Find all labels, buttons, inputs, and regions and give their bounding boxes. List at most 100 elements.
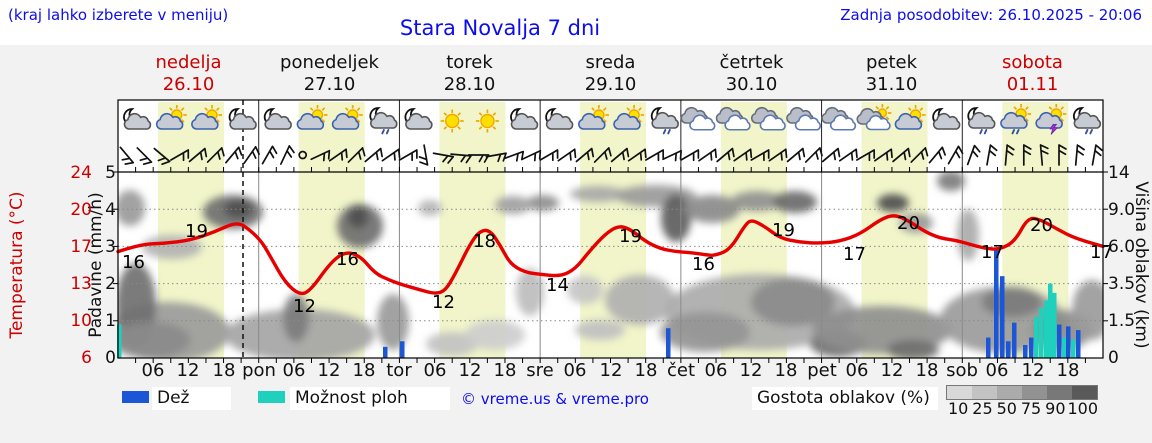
hour-tick-label: 18: [212, 360, 236, 381]
hour-tick-label: 12: [176, 360, 200, 381]
weather-icon-moon-cloud: [263, 108, 292, 130]
daytime-band: [439, 102, 506, 358]
day-header-name: petek: [865, 52, 918, 73]
density-step: [1047, 386, 1072, 399]
hour-tick-label: 12: [739, 360, 763, 381]
weather-icon-clouds: [821, 106, 857, 131]
density-step: [1022, 386, 1047, 399]
density-step: [997, 386, 1022, 399]
day-header-date: 29.10: [584, 74, 637, 95]
cloud-height-tick-label: 0: [1108, 348, 1119, 368]
cloud-height-tick-label: 6.0: [1108, 237, 1136, 257]
hour-tick-label: 12: [1021, 360, 1045, 381]
weather-icon-clouds: [750, 106, 786, 131]
temperature-value-label: 17: [843, 244, 866, 265]
hour-tick-label: 12: [599, 360, 623, 381]
hour-tick-label: 06: [845, 360, 869, 381]
menu-hint-text: (kraj lahko izberete v meniju): [8, 6, 229, 24]
temperature-curve: [116, 214, 1105, 296]
density-tick-label: 10: [947, 399, 969, 418]
temp-tick-label: 6: [81, 348, 92, 368]
day-header-name: nedelja: [155, 52, 222, 73]
day-header-name: torek: [446, 52, 493, 73]
density-step: [1072, 386, 1097, 399]
temperature-value-label: 16: [692, 254, 715, 275]
weather-icon-sun-cloud-storm: [1035, 104, 1067, 135]
weather-icon-moon-cloud: [545, 108, 574, 130]
precip-tick-label: 0: [105, 348, 116, 368]
day-header-date: 31.10: [865, 74, 918, 95]
weather-icon-sun-cloud: [578, 105, 609, 130]
precip-tick-label: 3: [105, 237, 116, 257]
temperature-axis-title: Temperatura (°C): [7, 191, 27, 339]
density-tick-label: 75: [1020, 399, 1042, 418]
weather-icon-moon-cloud: [123, 108, 152, 130]
day-header-name: sreda: [585, 52, 636, 73]
weather-icon-sun-cloud: [894, 105, 926, 130]
day-header-date: 26.10: [162, 74, 215, 95]
weather-icon-sun-cloud: [155, 105, 187, 130]
cloud-height-tick-label: 3.5: [1108, 274, 1136, 294]
precipitation-bars: [117, 250, 1081, 358]
hour-tick-label: 12: [880, 360, 904, 381]
temperature-value-label: 17: [1090, 242, 1113, 263]
cloud-density-tick-labels: 10 25 50 75 90 100: [946, 399, 1098, 418]
wind-barbs-row: [119, 144, 1103, 166]
shower-legend-label: Možnost ploh: [290, 387, 450, 410]
rain-legend-label: Dež: [152, 387, 232, 410]
hour-tick-label: 06: [704, 360, 728, 381]
cloud-cover-blobs: [118, 172, 1103, 358]
weather-icon-sun-cloud: [191, 105, 222, 130]
temp-tick-label: 20: [70, 200, 92, 220]
day-boundary-tick-label: pon: [242, 360, 276, 381]
density-tick-label: 50: [996, 399, 1017, 418]
hour-tick-label: 06: [423, 360, 447, 381]
density-tick-label: 90: [1045, 399, 1066, 418]
day-header-date: 27.10: [303, 74, 356, 95]
hour-tick-label: 12: [458, 360, 482, 381]
temperature-value-label: 19: [772, 220, 795, 241]
weather-icon-moon-cloud-rain: [1072, 107, 1102, 135]
density-step: [947, 386, 972, 399]
weather-icon-moon-cloud: [510, 108, 539, 130]
weather-icon-sun-cloud: [296, 105, 328, 130]
weather-icon-clouds: [715, 106, 751, 131]
temperature-value-label: 16: [122, 252, 145, 273]
hour-tick-label: 18: [1056, 360, 1080, 381]
page-title: Stara Novalja 7 dni: [399, 16, 601, 40]
temperature-value-label: 19: [185, 221, 208, 242]
cloud-height-tick-label: 14: [1108, 163, 1130, 183]
cloud-density-gradient: [946, 385, 1098, 400]
last-update-text: Zadnja posodobitev: 26.10.2025 - 20:06: [840, 6, 1142, 24]
day-boundary-tick-label: pet: [807, 360, 837, 381]
hour-tick-label: 18: [915, 360, 939, 381]
hour-tick-label: 18: [352, 360, 376, 381]
copyright-link[interactable]: © vreme.us & vreme.pro: [461, 390, 649, 408]
day-header-name: četrtek: [719, 52, 784, 73]
cloud-height-tick-label: 9.0: [1108, 200, 1136, 220]
day-header-name: sobota: [1002, 52, 1063, 73]
weather-icon-moon-cloud-rain: [369, 107, 398, 135]
weather-icon-moon-cloud-rain: [967, 107, 996, 135]
weather-icon-sun-cloud: [331, 105, 363, 130]
day-boundary-tick-label: tor: [386, 360, 412, 381]
day-boundary-tick-label: sob: [946, 360, 978, 381]
precip-axis-title: Padavine (mm/h): [86, 192, 106, 338]
hour-tick-label: 18: [634, 360, 658, 381]
hour-tick-label: 06: [282, 360, 306, 381]
hour-tick-label: 06: [563, 360, 587, 381]
weather-icon-clouds: [680, 106, 716, 131]
temp-tick-label: 24: [70, 163, 92, 183]
rain-legend-swatch: [122, 391, 149, 403]
temperature-value-label: 12: [293, 296, 316, 317]
temperature-value-label: 14: [546, 275, 569, 296]
temp-tick-label: 17: [70, 237, 92, 257]
temperature-value-label: 20: [1030, 215, 1053, 236]
weather-icon-sun-cloud-rain: [1000, 104, 1032, 135]
weather-icon-moon-cloud-rain: [650, 107, 679, 135]
temperature-value-label: 18: [473, 231, 496, 252]
temperature-value-label: 12: [432, 292, 455, 313]
weather-icon-sun: [475, 109, 499, 133]
